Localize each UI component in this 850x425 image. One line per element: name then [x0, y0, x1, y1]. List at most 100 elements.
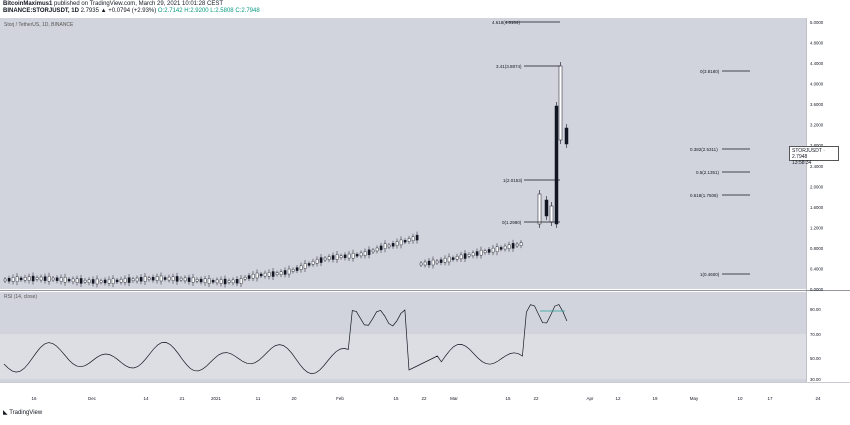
candle-body — [343, 254, 347, 259]
author-name[interactable]: BitcoinMaximus1 — [3, 1, 53, 7]
candle-body — [71, 278, 75, 283]
candlestick-series — [3, 62, 569, 288]
candle-body — [191, 277, 195, 283]
pane-label: Storj / TetherUS, 1D, BINANCE — [4, 22, 74, 28]
fib-retracement-tool[interactable]: 0(3.8180) 0.382(2.5311) 0.5(2.1351) 0.61… — [690, 69, 750, 277]
price-pane[interactable] — [0, 18, 806, 289]
candle-body — [211, 280, 215, 283]
candle-body — [19, 277, 23, 281]
chart-canvas[interactable]: Storj / TetherUS, 1D, BINANCE RSI (14, c… — [0, 18, 850, 420]
candle-body — [15, 276, 19, 282]
candle-body — [507, 244, 511, 249]
time-axis-tick: Dec — [88, 396, 97, 401]
candle-body — [239, 278, 243, 284]
candle-body — [537, 193, 542, 225]
price-axis-tick: 2.0000 — [810, 184, 824, 189]
candle-body — [159, 275, 163, 282]
candle-body — [279, 271, 283, 275]
candle-body — [351, 252, 355, 259]
candle-body — [375, 247, 379, 252]
candle-body — [407, 238, 411, 242]
price-axis-tick: 0.4000 — [810, 266, 824, 271]
candle-body — [79, 278, 83, 284]
candle-body — [171, 276, 175, 281]
fib-ext-label-4618: 4.618(4.6104) — [492, 20, 521, 25]
candle-body — [235, 279, 239, 284]
candle-body — [103, 279, 107, 284]
candle-body — [203, 278, 207, 284]
rsi-axis-tick: 30.00 — [810, 377, 821, 382]
time-axis-tick: 21 — [179, 396, 185, 401]
candle-body — [391, 243, 395, 247]
candle-body — [23, 277, 27, 281]
candle-body — [143, 276, 147, 282]
price-axis-tick: 1.2000 — [810, 225, 824, 230]
candle-body — [554, 105, 559, 225]
candle-body — [443, 258, 447, 263]
candle-body — [447, 256, 451, 263]
candle-body — [131, 278, 135, 282]
candle-body — [544, 199, 549, 217]
candle-body — [87, 279, 91, 284]
candle-body — [107, 279, 111, 284]
fib-extension-tool[interactable]: 4.618(4.6104) 3.41(3.8874) 1(2.0153) 0(1… — [492, 20, 560, 225]
candle-body — [467, 253, 471, 257]
candle-body — [163, 277, 167, 280]
candle-body — [67, 278, 71, 282]
price-axis-tick: 4.8000 — [810, 41, 824, 46]
candle-body — [419, 262, 423, 266]
tradingview-logo[interactable]: ◣ TradingView — [3, 409, 42, 416]
time-axis[interactable]: 16 Dec 14 21 2021 11 20 Feb 15 22 Mar 15 22 Apr 12 19 Ma… — [31, 396, 821, 401]
candle-body — [339, 255, 343, 258]
candle-body — [427, 260, 431, 266]
time-axis-tick: 11 — [256, 396, 261, 401]
chart-header: BitcoinMaximus1 published on TradingView… — [0, 0, 850, 18]
candle-body — [303, 263, 307, 269]
candle-body — [564, 127, 569, 145]
chart-area[interactable]: Storj / TetherUS, 1D, BINANCE RSI (14, c… — [0, 18, 850, 420]
candle-body — [119, 278, 123, 283]
candle-body — [3, 278, 7, 282]
candle-body — [307, 263, 311, 266]
candle-body — [459, 254, 463, 260]
rsi-band — [0, 334, 806, 379]
candle-body — [51, 277, 55, 281]
tradingview-logo-text: TradingView — [9, 410, 43, 416]
candle-body — [183, 277, 187, 282]
candle-body — [151, 276, 155, 281]
candle-body — [431, 259, 435, 266]
candle-body — [91, 279, 95, 284]
candle-body — [367, 249, 371, 256]
rsi-axis[interactable]: 90.00 70.00 50.00 30.00 — [810, 307, 821, 382]
symbol-line: BINANCE:STORJUSDT, 1D 2.7935 ▲ +0.0794 (… — [3, 8, 260, 14]
candle-body — [223, 278, 227, 285]
candle-body — [43, 276, 47, 281]
candle-body — [495, 246, 499, 252]
price-axis-tick: 4.4000 — [810, 61, 824, 66]
price-axis[interactable]: 5.0000 4.8000 4.4000 4.0000 3.6000 3.2000 2.80… — [810, 20, 824, 292]
fib-retr-label-382: 0.382(2.5311) — [690, 147, 718, 152]
time-axis-tick: 20 — [291, 396, 297, 401]
candle-body — [451, 257, 455, 260]
candle-body — [195, 279, 199, 282]
price-change: 2.7935 ▲ +0.0794 (+2.93%) — [80, 8, 157, 14]
candle-body — [31, 275, 35, 282]
candle-body — [403, 239, 407, 243]
candle-body — [167, 276, 171, 281]
candle-body — [503, 245, 507, 250]
candle-body — [135, 277, 139, 282]
candle-body — [549, 205, 554, 223]
price-axis-tick: 2.4000 — [810, 164, 824, 169]
candle-body — [75, 278, 79, 283]
candle-body — [179, 277, 183, 281]
fib-retr-label-0: 0(3.8180) — [700, 69, 720, 74]
badge-symbol: STORJUSDT — [792, 148, 822, 154]
candle-body — [487, 249, 491, 253]
time-axis-tick: 12 — [615, 396, 621, 401]
candle-body — [187, 277, 191, 282]
symbol-interval[interactable]: BINANCE:STORJUSDT, 1D — [3, 8, 79, 14]
candle-body — [63, 277, 67, 283]
candle-body — [175, 276, 179, 282]
fib-retr-label-1: 1(0.4600) — [700, 272, 720, 277]
time-axis-tick: Apr — [586, 396, 594, 401]
